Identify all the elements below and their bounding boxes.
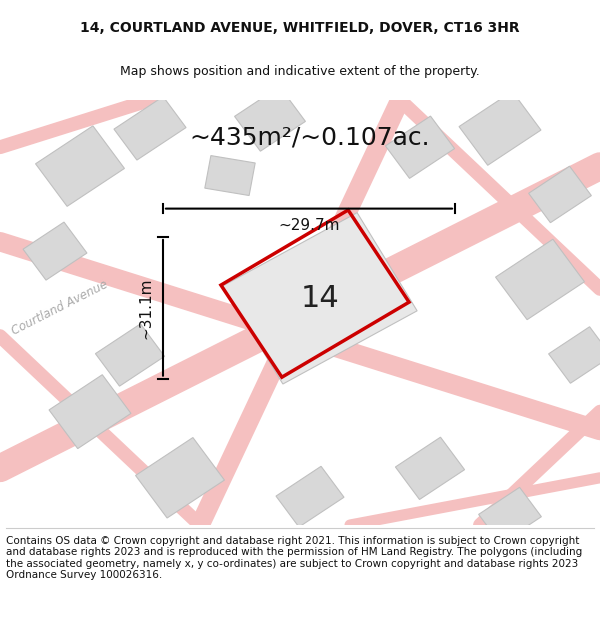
Text: 14: 14: [301, 284, 340, 313]
Polygon shape: [35, 126, 124, 206]
Polygon shape: [479, 488, 541, 544]
Polygon shape: [548, 327, 600, 383]
Polygon shape: [114, 97, 186, 160]
Polygon shape: [459, 91, 541, 165]
Text: Map shows position and indicative extent of the property.: Map shows position and indicative extent…: [120, 66, 480, 79]
Polygon shape: [136, 438, 224, 518]
Text: ~31.1m: ~31.1m: [138, 277, 153, 339]
Polygon shape: [385, 116, 455, 178]
Text: Contains OS data © Crown copyright and database right 2021. This information is : Contains OS data © Crown copyright and d…: [6, 536, 582, 581]
Polygon shape: [223, 213, 417, 384]
Polygon shape: [276, 466, 344, 527]
Polygon shape: [205, 156, 255, 196]
Polygon shape: [23, 222, 87, 280]
Text: ~29.7m: ~29.7m: [278, 218, 340, 233]
Polygon shape: [49, 375, 131, 449]
Text: ~435m²/~0.107ac.: ~435m²/~0.107ac.: [190, 126, 430, 150]
Polygon shape: [395, 438, 464, 499]
Text: 14, COURTLAND AVENUE, WHITFIELD, DOVER, CT16 3HR: 14, COURTLAND AVENUE, WHITFIELD, DOVER, …: [80, 21, 520, 35]
Text: Courtland Avenue: Courtland Avenue: [10, 278, 110, 338]
Polygon shape: [529, 166, 592, 222]
Polygon shape: [496, 239, 584, 319]
Polygon shape: [235, 87, 305, 151]
Polygon shape: [95, 324, 164, 386]
